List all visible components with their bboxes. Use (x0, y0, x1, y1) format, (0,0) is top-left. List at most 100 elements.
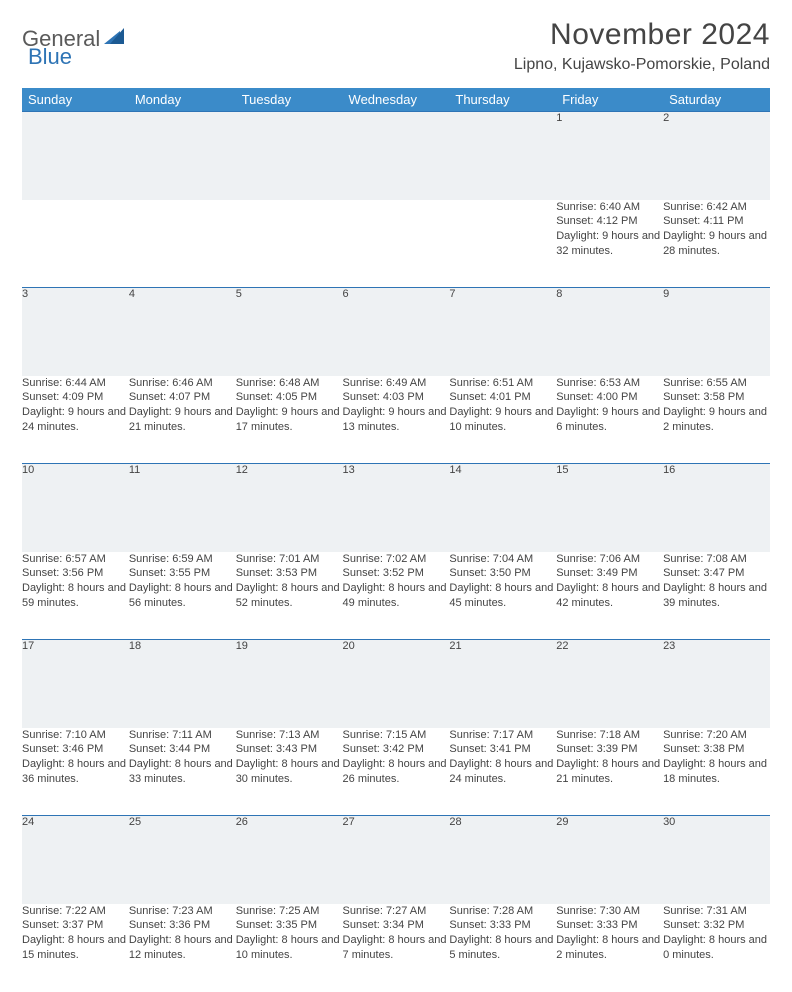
day-content-row: Sunrise: 6:40 AMSunset: 4:12 PMDaylight:… (22, 200, 770, 288)
day-content-cell: Sunrise: 7:10 AMSunset: 3:46 PMDaylight:… (22, 728, 129, 816)
day-number-cell: 2 (663, 112, 770, 200)
daylight-line: Daylight: 8 hours and 52 minutes. (236, 581, 343, 611)
day-number-cell: 24 (22, 816, 129, 904)
day-number-cell: 6 (343, 288, 450, 376)
sunrise-line: Sunrise: 6:48 AM (236, 376, 343, 391)
sunrise-line: Sunrise: 7:27 AM (343, 904, 450, 919)
day-content-cell: Sunrise: 7:04 AMSunset: 3:50 PMDaylight:… (449, 552, 556, 640)
sunset-line: Sunset: 3:43 PM (236, 742, 343, 757)
daylight-line: Daylight: 8 hours and 42 minutes. (556, 581, 663, 611)
sunrise-line: Sunrise: 7:20 AM (663, 728, 770, 743)
sunset-line: Sunset: 3:58 PM (663, 390, 770, 405)
sunrise-line: Sunrise: 7:08 AM (663, 552, 770, 567)
daylight-line: Daylight: 9 hours and 2 minutes. (663, 405, 770, 435)
day-number-cell: 27 (343, 816, 450, 904)
sunset-line: Sunset: 4:09 PM (22, 390, 129, 405)
sunset-line: Sunset: 4:03 PM (343, 390, 450, 405)
sunrise-line: Sunrise: 7:30 AM (556, 904, 663, 919)
sunset-line: Sunset: 3:36 PM (129, 918, 236, 933)
daylight-line: Daylight: 8 hours and 12 minutes. (129, 933, 236, 963)
daylight-line: Daylight: 9 hours and 6 minutes. (556, 405, 663, 435)
day-content-cell: Sunrise: 6:42 AMSunset: 4:11 PMDaylight:… (663, 200, 770, 288)
day-content-cell: Sunrise: 7:18 AMSunset: 3:39 PMDaylight:… (556, 728, 663, 816)
sunrise-line: Sunrise: 7:02 AM (343, 552, 450, 567)
day-content-cell (343, 200, 450, 288)
sunset-line: Sunset: 3:32 PM (663, 918, 770, 933)
weekday-header: Friday (556, 88, 663, 112)
sunset-line: Sunset: 3:34 PM (343, 918, 450, 933)
day-content-cell: Sunrise: 7:02 AMSunset: 3:52 PMDaylight:… (343, 552, 450, 640)
day-content-cell (236, 200, 343, 288)
daylight-line: Daylight: 9 hours and 24 minutes. (22, 405, 129, 435)
weekday-header: Saturday (663, 88, 770, 112)
daylight-line: Daylight: 8 hours and 0 minutes. (663, 933, 770, 963)
day-content-cell: Sunrise: 7:25 AMSunset: 3:35 PMDaylight:… (236, 904, 343, 992)
sunset-line: Sunset: 3:56 PM (22, 566, 129, 581)
sunset-line: Sunset: 3:38 PM (663, 742, 770, 757)
day-number-cell (449, 112, 556, 200)
day-number-row: 12 (22, 112, 770, 200)
daylight-line: Daylight: 8 hours and 2 minutes. (556, 933, 663, 963)
weekday-header: Monday (129, 88, 236, 112)
day-number-cell: 15 (556, 464, 663, 552)
daylight-line: Daylight: 8 hours and 49 minutes. (343, 581, 450, 611)
logo-mark-icon (104, 28, 124, 51)
day-content-cell (449, 200, 556, 288)
daylight-line: Daylight: 8 hours and 26 minutes. (343, 757, 450, 787)
sunrise-line: Sunrise: 7:18 AM (556, 728, 663, 743)
weekday-header: Tuesday (236, 88, 343, 112)
daylight-line: Daylight: 8 hours and 15 minutes. (22, 933, 129, 963)
day-content-cell: Sunrise: 7:06 AMSunset: 3:49 PMDaylight:… (556, 552, 663, 640)
day-content-cell: Sunrise: 7:31 AMSunset: 3:32 PMDaylight:… (663, 904, 770, 992)
sunset-line: Sunset: 3:37 PM (22, 918, 129, 933)
sunrise-line: Sunrise: 6:51 AM (449, 376, 556, 391)
sunset-line: Sunset: 4:12 PM (556, 214, 663, 229)
weekday-header: Thursday (449, 88, 556, 112)
day-number-cell (22, 112, 129, 200)
sunrise-line: Sunrise: 7:31 AM (663, 904, 770, 919)
day-content-cell: Sunrise: 6:40 AMSunset: 4:12 PMDaylight:… (556, 200, 663, 288)
sunrise-line: Sunrise: 7:28 AM (449, 904, 556, 919)
daylight-line: Daylight: 9 hours and 13 minutes. (343, 405, 450, 435)
day-content-cell: Sunrise: 6:49 AMSunset: 4:03 PMDaylight:… (343, 376, 450, 464)
day-number-cell: 11 (129, 464, 236, 552)
day-number-row: 24252627282930 (22, 816, 770, 904)
day-number-cell: 23 (663, 640, 770, 728)
sunset-line: Sunset: 3:55 PM (129, 566, 236, 581)
daylight-line: Daylight: 8 hours and 39 minutes. (663, 581, 770, 611)
month-title: November 2024 (514, 18, 770, 52)
daylight-line: Daylight: 8 hours and 45 minutes. (449, 581, 556, 611)
sunrise-line: Sunrise: 6:53 AM (556, 376, 663, 391)
day-number-cell (236, 112, 343, 200)
sunrise-line: Sunrise: 6:42 AM (663, 200, 770, 215)
day-content-row: Sunrise: 6:44 AMSunset: 4:09 PMDaylight:… (22, 376, 770, 464)
day-content-cell: Sunrise: 7:08 AMSunset: 3:47 PMDaylight:… (663, 552, 770, 640)
day-content-row: Sunrise: 7:10 AMSunset: 3:46 PMDaylight:… (22, 728, 770, 816)
daylight-line: Daylight: 8 hours and 5 minutes. (449, 933, 556, 963)
day-number-cell: 10 (22, 464, 129, 552)
location-subtitle: Lipno, Kujawsko-Pomorskie, Poland (514, 56, 770, 74)
day-content-cell: Sunrise: 6:44 AMSunset: 4:09 PMDaylight:… (22, 376, 129, 464)
weekday-header-row: SundayMondayTuesdayWednesdayThursdayFrid… (22, 88, 770, 112)
daylight-line: Daylight: 8 hours and 56 minutes. (129, 581, 236, 611)
day-number-cell: 8 (556, 288, 663, 376)
day-content-cell: Sunrise: 7:23 AMSunset: 3:36 PMDaylight:… (129, 904, 236, 992)
day-content-cell: Sunrise: 7:17 AMSunset: 3:41 PMDaylight:… (449, 728, 556, 816)
sunrise-line: Sunrise: 7:15 AM (343, 728, 450, 743)
day-number-cell: 22 (556, 640, 663, 728)
day-number-cell: 29 (556, 816, 663, 904)
sunrise-line: Sunrise: 7:10 AM (22, 728, 129, 743)
sunset-line: Sunset: 3:46 PM (22, 742, 129, 757)
daylight-line: Daylight: 8 hours and 36 minutes. (22, 757, 129, 787)
daylight-line: Daylight: 8 hours and 10 minutes. (236, 933, 343, 963)
day-number-cell: 4 (129, 288, 236, 376)
sunrise-line: Sunrise: 7:13 AM (236, 728, 343, 743)
day-content-cell: Sunrise: 7:15 AMSunset: 3:42 PMDaylight:… (343, 728, 450, 816)
day-content-cell (22, 200, 129, 288)
day-content-cell: Sunrise: 7:11 AMSunset: 3:44 PMDaylight:… (129, 728, 236, 816)
sunrise-line: Sunrise: 7:23 AM (129, 904, 236, 919)
sunset-line: Sunset: 3:33 PM (556, 918, 663, 933)
logo-text-blue: Blue (28, 44, 72, 69)
daylight-line: Daylight: 8 hours and 21 minutes. (556, 757, 663, 787)
day-number-cell: 30 (663, 816, 770, 904)
